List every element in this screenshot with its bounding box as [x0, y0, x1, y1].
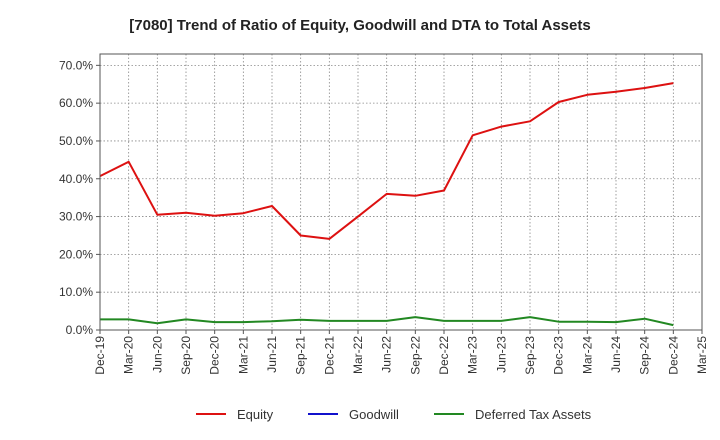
x-tick-label: Mar-21	[236, 336, 250, 374]
x-tick-label: Sep-23	[523, 336, 537, 375]
y-tick-label: 30.0%	[59, 210, 93, 224]
x-tick-label: Mar-24	[580, 336, 594, 374]
legend: Equity Goodwill Deferred Tax Assets	[196, 407, 592, 422]
y-tick-label: 70.0%	[59, 58, 93, 72]
x-tick-label: Mar-25	[695, 336, 709, 374]
x-tick-label: Dec-24	[666, 336, 680, 375]
x-tick-label: Jun-22	[380, 336, 394, 373]
y-tick-label: 10.0%	[59, 285, 93, 299]
x-tick-label: Dec-20	[208, 336, 222, 375]
series-lines	[99, 82, 674, 327]
plot-frame	[99, 53, 703, 331]
y-tick-label: 0.0%	[66, 323, 94, 337]
legend-label: Equity	[237, 407, 274, 422]
x-tick-label: Sep-22	[408, 336, 422, 375]
y-tick-label: 20.0%	[59, 247, 93, 261]
y-axis: 0.0% 10.0% 20.0% 30.0% 40.0% 50.0% 60.0% 70.0%	[59, 58, 100, 337]
x-tick-label: Jun-24	[609, 336, 623, 373]
x-tick-label: Sep-21	[294, 336, 308, 375]
y-tick-label: 40.0%	[59, 172, 93, 186]
y-tick-label: 60.0%	[59, 96, 93, 110]
grid	[99, 54, 703, 331]
x-tick-label: Jun-20	[150, 336, 164, 373]
x-tick-label: Sep-24	[638, 336, 652, 375]
legend-label: Goodwill	[349, 407, 399, 422]
x-tick-label: Mar-20	[122, 336, 136, 374]
x-tick-label: Mar-22	[351, 336, 365, 374]
x-tick-label: Dec-19	[93, 336, 107, 375]
x-tick-label: Sep-20	[179, 336, 193, 375]
x-tick-label: Dec-23	[552, 336, 566, 375]
legend-label: Deferred Tax Assets	[475, 407, 592, 422]
x-tick-label: Dec-21	[322, 336, 336, 375]
series-line-deferred-tax-assets	[100, 316, 674, 327]
x-tick-label: Dec-22	[437, 336, 451, 375]
series-line-equity	[99, 82, 674, 240]
x-axis: Dec-19 Mar-20 Jun-20 Sep-20 Dec-20 Mar-21 Jun-…	[93, 330, 709, 375]
x-tick-label: Mar-23	[466, 336, 480, 374]
x-tick-label: Jun-23	[494, 336, 508, 373]
y-tick-label: 50.0%	[59, 134, 93, 148]
chart-title: [7080] Trend of Ratio of Equity, Goodwil…	[129, 17, 590, 34]
x-tick-label: Jun-21	[265, 336, 279, 373]
